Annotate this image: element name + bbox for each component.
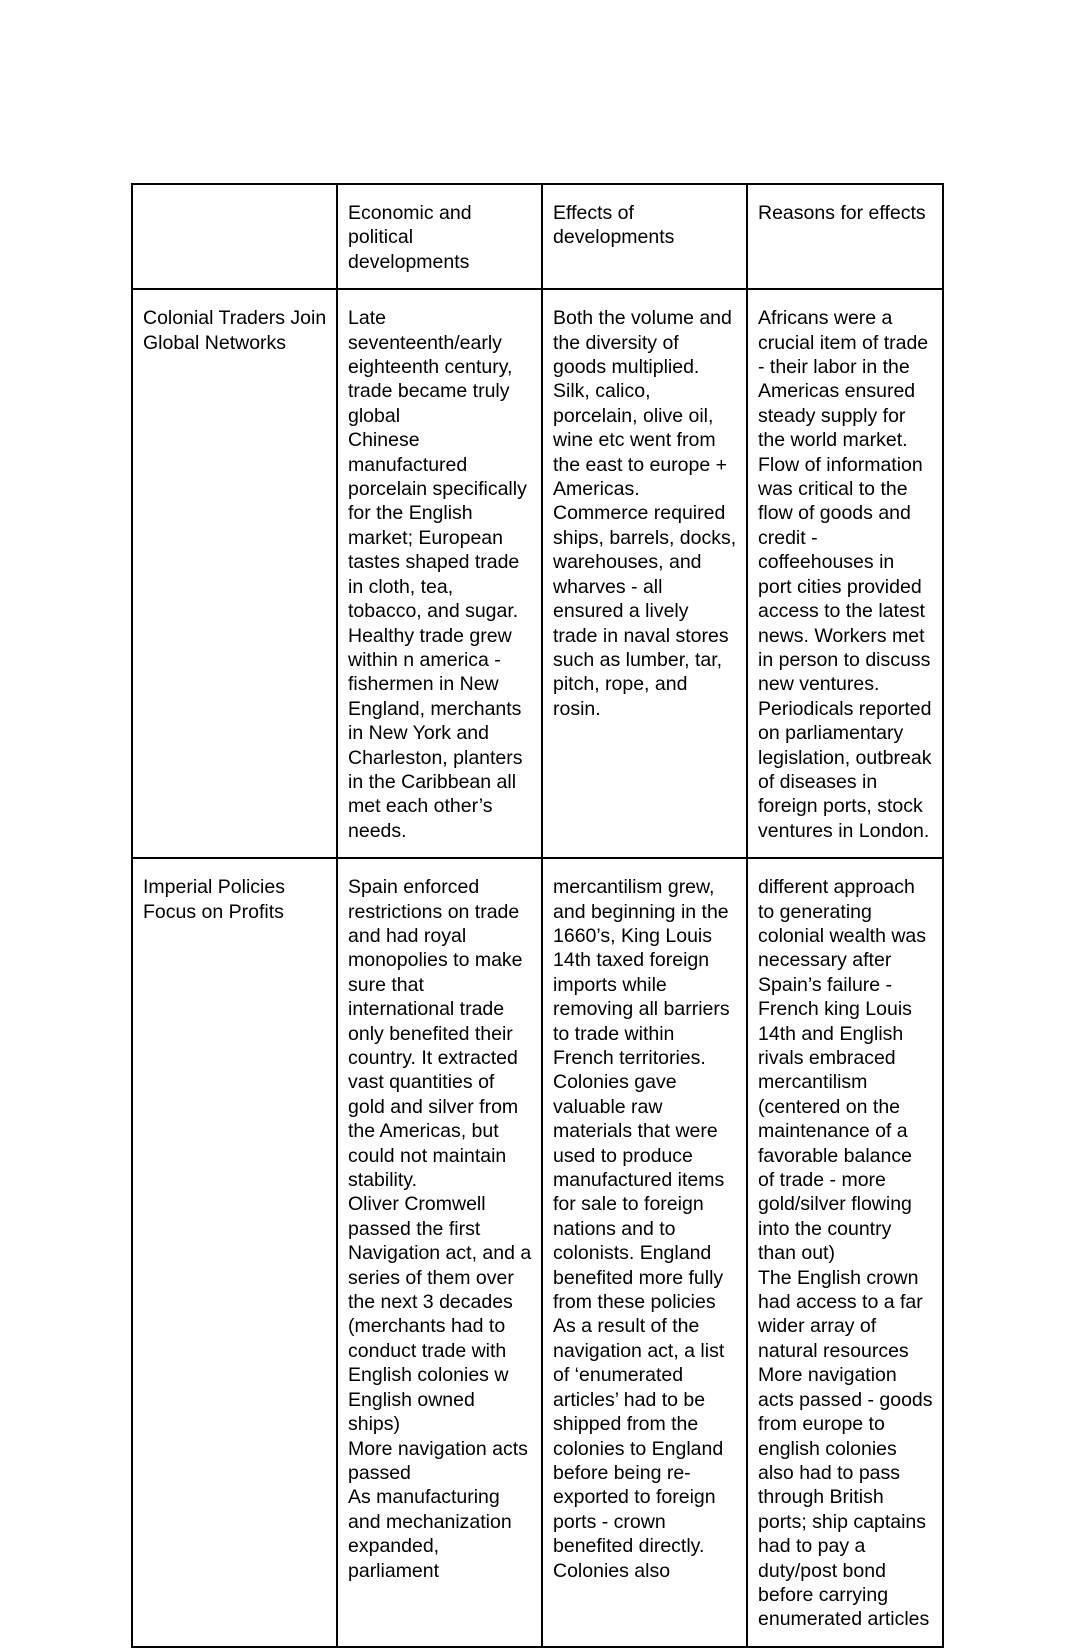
table-header-row: Economic and political developments Effe… <box>131 182 944 291</box>
cell-effects-of-developments: mercantilism grew, and beginning in the … <box>541 857 748 1648</box>
cell-reasons-for-effects: Africans were a crucial item of trade - … <box>746 288 944 860</box>
cell-text: Both the volume and the diversity of goo… <box>553 307 737 720</box>
cell-text: Spain enforced restrictions on trade and… <box>348 876 532 1582</box>
cell-economic-political-developments: Late seventeenth/early eighteenth centur… <box>336 288 543 860</box>
row-label-colonial-traders-join-global-networks: Colonial Traders Join Global Networks <box>131 288 338 860</box>
column-header-label: Reasons for effects <box>758 202 926 224</box>
cell-reasons-for-effects: different approach to generating colonia… <box>746 857 944 1648</box>
table-header: Economic and political developments Effe… <box>131 182 944 291</box>
table-row: Colonial Traders Join Global Networks La… <box>131 288 944 860</box>
table-row: Imperial Policies Focus on Profits Spain… <box>131 857 944 1648</box>
notes-table-wrapper: Economic and political developments Effe… <box>131 182 944 1648</box>
column-header-economic-political-developments: Economic and political developments <box>336 182 543 291</box>
column-header-effects-of-developments: Effects of developments <box>541 182 748 291</box>
cell-text: mercantilism grew, and beginning in the … <box>553 876 730 1582</box>
row-label-text: Imperial Policies Focus on Profits <box>143 876 285 923</box>
table-corner-cell <box>131 182 338 291</box>
row-label-text: Colonial Traders Join Global Networks <box>143 307 327 354</box>
row-label-imperial-policies-focus-on-profits: Imperial Policies Focus on Profits <box>131 857 338 1648</box>
column-header-label: Economic and political developments <box>348 202 472 273</box>
cell-economic-political-developments: Spain enforced restrictions on trade and… <box>336 857 543 1648</box>
document-page: Economic and political developments Effe… <box>131 182 944 1648</box>
notes-table: Economic and political developments Effe… <box>131 182 944 1648</box>
cell-text: different approach to generating colonia… <box>758 876 933 1631</box>
table-body: Colonial Traders Join Global Networks La… <box>131 288 944 1648</box>
cell-text: Late seventeenth/early eighteenth centur… <box>348 307 527 842</box>
cell-effects-of-developments: Both the volume and the diversity of goo… <box>541 288 748 860</box>
cell-text: Africans were a crucial item of trade - … <box>758 307 932 842</box>
column-header-reasons-for-effects: Reasons for effects <box>746 182 944 291</box>
column-header-label: Effects of developments <box>553 202 675 249</box>
